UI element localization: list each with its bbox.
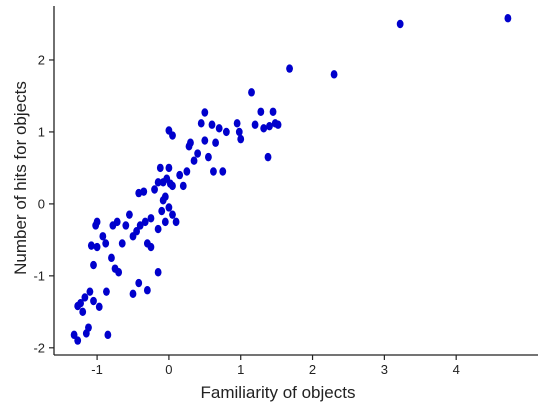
data-point (233, 119, 241, 128)
data-points (70, 14, 512, 345)
data-point (115, 268, 123, 277)
data-point (210, 167, 217, 176)
data-point (90, 296, 97, 306)
data-point (93, 217, 101, 227)
y-tick-label: 1 (38, 124, 45, 139)
data-point (264, 152, 272, 162)
y-tick-label: 0 (38, 196, 45, 211)
data-point (504, 14, 512, 23)
data-point (79, 307, 87, 317)
data-point (251, 120, 259, 129)
x-tick-label: -1 (91, 362, 103, 377)
x-tick-label: 2 (309, 362, 316, 377)
data-point (108, 253, 115, 263)
y-tick-label: -2 (33, 340, 45, 355)
y-axis-title: Number of hits for objects (11, 81, 30, 275)
x-axis-title: Familiarity of objects (201, 383, 356, 402)
data-point (176, 170, 184, 180)
data-point (154, 268, 162, 277)
data-point (87, 241, 95, 250)
y-tick-label: -1 (33, 268, 45, 283)
data-point (169, 210, 176, 219)
data-point (266, 121, 273, 131)
data-point (104, 330, 112, 340)
data-point (86, 287, 94, 296)
data-point (77, 298, 84, 308)
data-point (141, 217, 149, 227)
data-point (179, 181, 187, 191)
x-axis: -1 0 1 2 3 4 (54, 354, 538, 377)
data-point (159, 178, 167, 187)
data-point (147, 242, 155, 252)
data-point (85, 323, 92, 332)
data-point (169, 181, 176, 191)
data-point (248, 88, 255, 97)
data-point (103, 287, 110, 296)
data-point (260, 124, 268, 133)
data-point (165, 163, 173, 173)
data-point (113, 217, 121, 227)
data-point (81, 293, 89, 302)
data-point (151, 185, 158, 194)
data-point (118, 239, 126, 248)
data-point (222, 127, 230, 137)
data-point (135, 278, 143, 288)
data-point (140, 187, 148, 196)
data-point (156, 163, 164, 173)
data-point (269, 107, 277, 116)
data-point (126, 210, 133, 219)
x-tick-label: 0 (165, 362, 172, 377)
y-axis: -2 -1 0 1 2 (33, 6, 55, 355)
data-point (187, 138, 194, 147)
data-point (102, 239, 110, 248)
data-point (215, 124, 223, 133)
data-point (396, 19, 404, 29)
x-tick-label: 3 (381, 362, 388, 377)
data-point (183, 167, 191, 176)
data-point (90, 260, 97, 270)
data-point (129, 289, 137, 299)
data-point (330, 70, 338, 79)
data-point (165, 203, 173, 212)
data-point (169, 131, 176, 140)
y-tick-label: 2 (38, 52, 45, 67)
data-point (212, 138, 219, 147)
data-point (93, 242, 101, 252)
data-point (136, 221, 144, 230)
data-point (70, 330, 78, 340)
data-point (95, 302, 103, 311)
data-point (133, 227, 140, 236)
data-point (143, 286, 151, 295)
x-tick-label: 1 (237, 362, 244, 377)
data-point (122, 221, 130, 230)
data-point (205, 152, 212, 162)
data-point (161, 192, 169, 201)
data-point (219, 167, 227, 176)
data-point (237, 134, 245, 144)
data-point (161, 217, 169, 227)
data-point (257, 107, 265, 116)
x-tick-label: 4 (453, 362, 460, 377)
data-point (74, 336, 82, 345)
data-point (154, 224, 162, 234)
data-point (172, 217, 180, 227)
data-point (158, 206, 166, 216)
data-point (154, 178, 162, 187)
data-point (197, 119, 205, 128)
data-point (286, 64, 293, 73)
data-point (235, 127, 243, 137)
data-point (208, 120, 216, 129)
data-point (99, 232, 107, 241)
data-point (190, 156, 198, 165)
data-point (201, 108, 209, 117)
data-point (201, 136, 209, 145)
data-point (274, 120, 282, 129)
data-point (194, 149, 202, 158)
data-point (147, 214, 155, 223)
